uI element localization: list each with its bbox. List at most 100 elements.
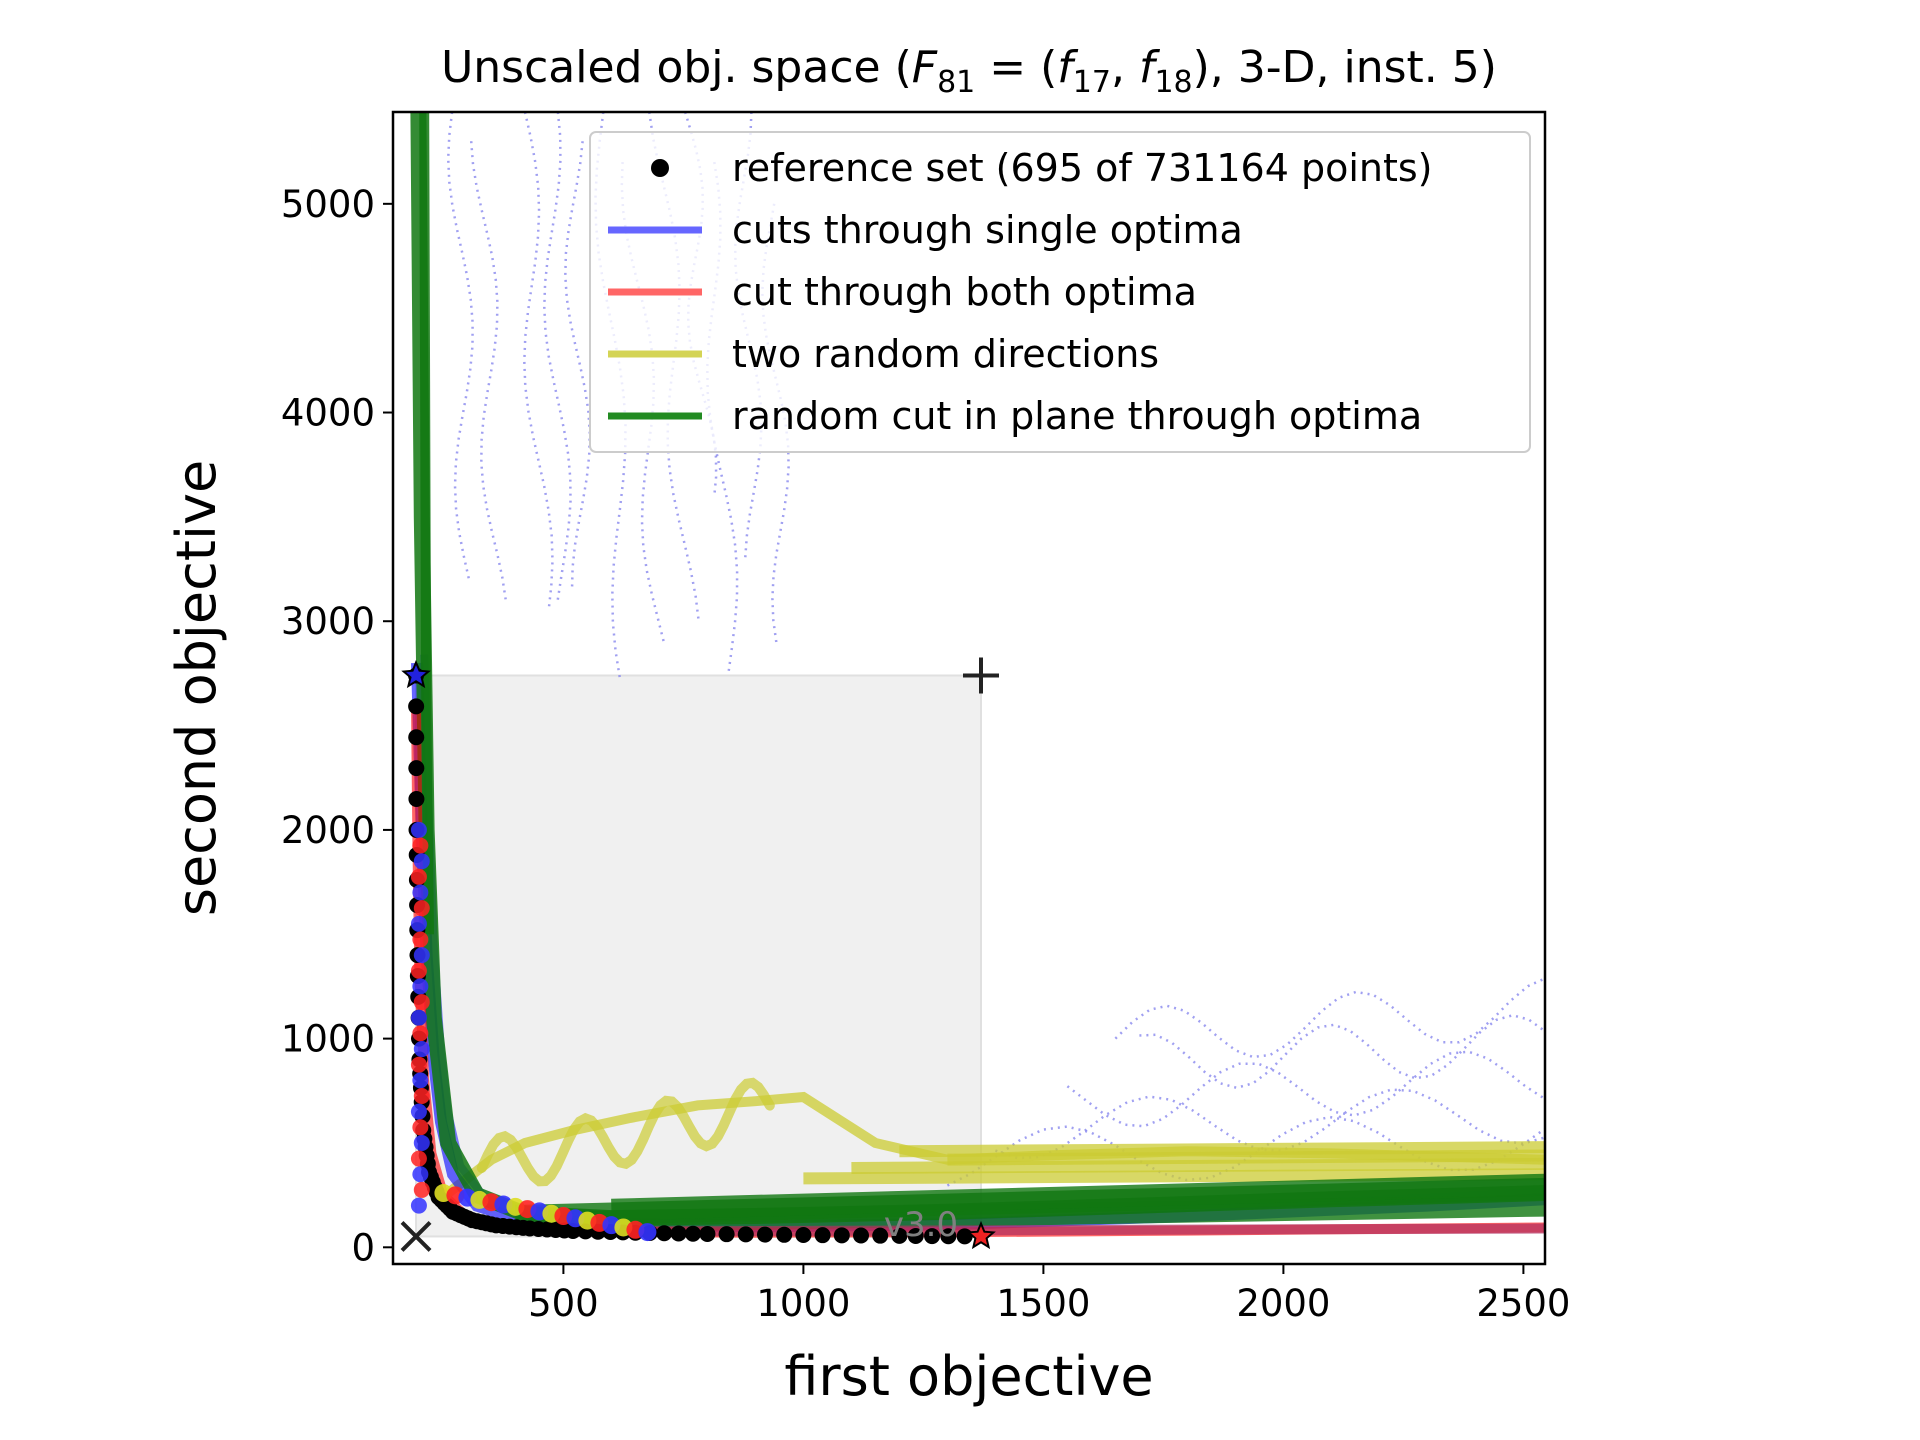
reference-point (408, 760, 425, 777)
reference-point (685, 1225, 701, 1242)
legend: reference set (695 of 731164 points) cuts… (589, 131, 1531, 453)
dotted-curve (469, 141, 508, 601)
plot-area (400, 112, 1545, 1252)
reference-point (907, 1227, 924, 1244)
front-marker (413, 1181, 430, 1198)
y-tick-label: 5000 (281, 183, 375, 226)
reference-point (757, 1226, 773, 1243)
y-tick-label: 0 (351, 1226, 375, 1269)
legend-label: random cut in plane through optima (732, 394, 1422, 438)
reference-point (940, 1228, 957, 1245)
random-directions-band (803, 1168, 1545, 1185)
random-directions-wiggle (476, 1077, 775, 1187)
optimum-f2-star (401, 659, 431, 689)
x-tick-label: 1500 (996, 1282, 1090, 1325)
front-marker (412, 1025, 429, 1042)
legend-label: reference set (695 of 731164 points) (732, 146, 1433, 190)
front-marker (410, 1103, 427, 1120)
front-marker (413, 1088, 430, 1104)
plane-cut-band (611, 1173, 1545, 1221)
plane-cut-band (563, 1194, 1545, 1234)
front-marker (410, 1150, 427, 1167)
plane-cut-line (419, 112, 434, 935)
dotted-curve (1066, 1050, 1545, 1128)
y-tick-label: 3000 (281, 600, 375, 643)
x-tick-label: 2000 (1236, 1282, 1330, 1325)
legend-label: cut through both optima (732, 270, 1197, 314)
front-marker (410, 868, 427, 885)
reference-point (872, 1227, 889, 1244)
reference-point (814, 1227, 831, 1244)
optimum-f1-star (966, 1220, 996, 1250)
special-markers (400, 657, 999, 1252)
y-axis-label: second objective (165, 460, 228, 916)
legend-box (589, 131, 1531, 453)
random-directions-band (899, 1141, 1545, 1158)
y-tick-label: 1000 (281, 1018, 375, 1061)
front-marker (413, 853, 430, 870)
series-random-directions (443, 1077, 1545, 1198)
front-markers (410, 821, 657, 1242)
front-marker (412, 978, 429, 995)
y-tick-label: 2000 (281, 809, 375, 852)
x-axis-label: first objective (784, 1345, 1153, 1408)
front-marker (412, 1119, 429, 1136)
reference-point (833, 1227, 850, 1244)
random-directions-band (851, 1157, 1545, 1174)
front-marker (412, 1166, 429, 1183)
front-marker (413, 994, 430, 1011)
reference-point (853, 1227, 869, 1244)
front-marker (412, 931, 429, 948)
dotted-curve (564, 141, 592, 590)
dotted-curve (594, 112, 627, 680)
reference-point (656, 1225, 673, 1242)
front-marker (410, 1056, 427, 1073)
dotted-curve (1139, 1014, 1545, 1090)
ideal-point-marker (400, 1221, 432, 1252)
front-marker (413, 1041, 430, 1058)
version-label: v3.0 (884, 1205, 958, 1245)
dotted-curve (523, 112, 554, 611)
random-directions-band (947, 1149, 1545, 1166)
legend-label: two random directions (732, 332, 1159, 376)
front-marker (410, 1197, 427, 1214)
legend-marker-dot (651, 159, 669, 177)
y-tick-label: 4000 (281, 392, 375, 435)
dotted-curve (1114, 977, 1545, 1059)
reference-point (737, 1226, 754, 1243)
reference-point (670, 1225, 687, 1242)
dotted-curve (543, 112, 572, 601)
x-tick-label: 1000 (756, 1282, 850, 1325)
reference-point (408, 791, 425, 808)
reference-point (891, 1227, 908, 1244)
reference-point (956, 1228, 973, 1245)
reference-point (924, 1228, 941, 1245)
front-marker (410, 962, 427, 979)
front-marker (412, 1072, 429, 1089)
reference-point (408, 698, 425, 715)
front-marker (412, 837, 429, 854)
nadir-point-marker (963, 657, 999, 694)
reference-point (776, 1226, 793, 1243)
front-marker (413, 1134, 430, 1151)
front-marker (412, 884, 429, 901)
chart-title: Unscaled obj. space (F81 = (f17, f18), 3… (441, 42, 1497, 100)
dotted-curve (994, 1088, 1545, 1160)
front-marker (413, 947, 430, 964)
reference-point (699, 1225, 716, 1242)
dotted-curve (446, 112, 474, 580)
front-marker (413, 900, 430, 917)
legend-label: cuts through single optima (732, 208, 1243, 252)
reference-point (795, 1226, 812, 1243)
reference-point (408, 729, 425, 746)
front-marker (638, 1223, 657, 1242)
front-marker (410, 1009, 427, 1026)
axes-frame (391, 110, 1547, 1266)
front-marker (410, 821, 427, 838)
front-marker (410, 915, 427, 932)
reference-point (718, 1226, 735, 1243)
axis-ticks: 500 1000 1500 2000 2500 0 1000 2000 3000 4000 5000 (281, 183, 1571, 1325)
x-tick-label: 2500 (1476, 1282, 1570, 1325)
